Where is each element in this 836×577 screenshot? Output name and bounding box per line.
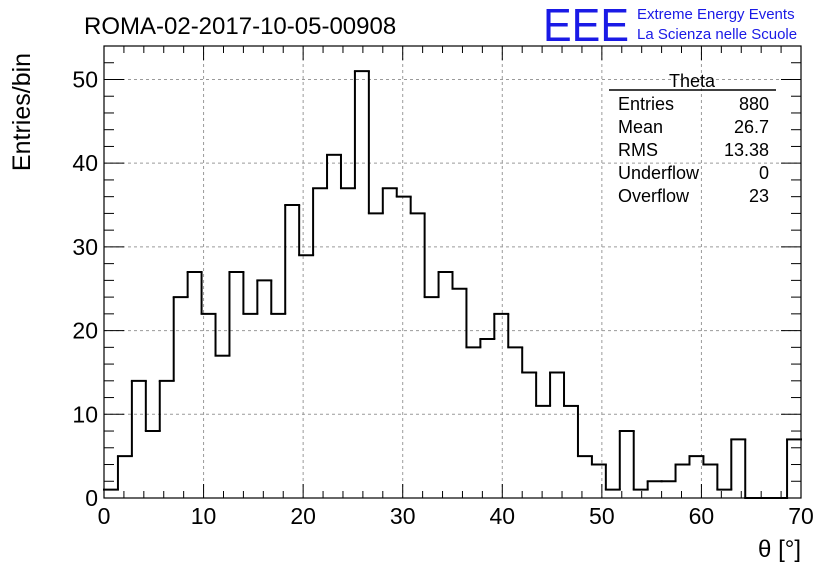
stats-box-title: Theta (669, 71, 716, 91)
stats-label-underflow: Underflow (618, 163, 700, 183)
y-tick-label: 30 (72, 234, 98, 260)
grid-lines (104, 46, 801, 498)
y-axis-label: Entries/bin (8, 53, 36, 171)
run-title: ROMA-02-2017-10-05-00908 (84, 13, 396, 40)
plot-frame (103, 45, 802, 499)
y-tick-label: 40 (72, 150, 98, 176)
y-tick-label: 0 (85, 485, 98, 511)
x-tick-label: 60 (689, 503, 715, 529)
stats-value-mean: 26.7 (734, 117, 769, 137)
stats-label-entries: Entries (618, 94, 674, 114)
stats-box: Theta Entries 880 Mean 26.7 RMS 13.38 Un… (609, 71, 776, 206)
tick-labels: 0 10 20 30 40 50 60 70 0 10 20 30 40 50 (72, 66, 813, 529)
x-tick-label: 50 (589, 503, 615, 529)
x-tick-label: 30 (390, 503, 416, 529)
x-tick-label: 20 (290, 503, 316, 529)
y-tick-label: 10 (72, 401, 98, 427)
stats-label-rms: RMS (618, 140, 658, 160)
y-tick-label: 20 (72, 318, 98, 344)
x-tick-label: 40 (489, 503, 515, 529)
x-tick-label: 70 (788, 503, 814, 529)
x-tick-label: 0 (98, 503, 111, 529)
x-axis-label: θ [°] (758, 536, 801, 563)
histogram-bars (103, 70, 802, 499)
stats-value-underflow: 0 (759, 163, 769, 183)
stats-label-overflow: Overflow (618, 186, 690, 206)
stats-value-entries: 880 (739, 94, 769, 114)
x-tick-label: 10 (191, 503, 217, 529)
eee-logo-mark: EEE (543, 0, 629, 51)
stats-value-rms: 13.38 (724, 140, 769, 160)
stats-value-overflow: 23 (749, 186, 769, 206)
axis-ticks (103, 45, 802, 499)
logo-subtitle-line2: La Scienza nelle Scuole (637, 26, 797, 43)
logo-subtitle-line1: Extreme Energy Events (637, 6, 795, 23)
y-tick-label: 50 (72, 66, 98, 92)
stats-label-mean: Mean (618, 117, 663, 137)
eee-logo: EEE Extreme Energy Events La Scienza nel… (543, 0, 797, 51)
